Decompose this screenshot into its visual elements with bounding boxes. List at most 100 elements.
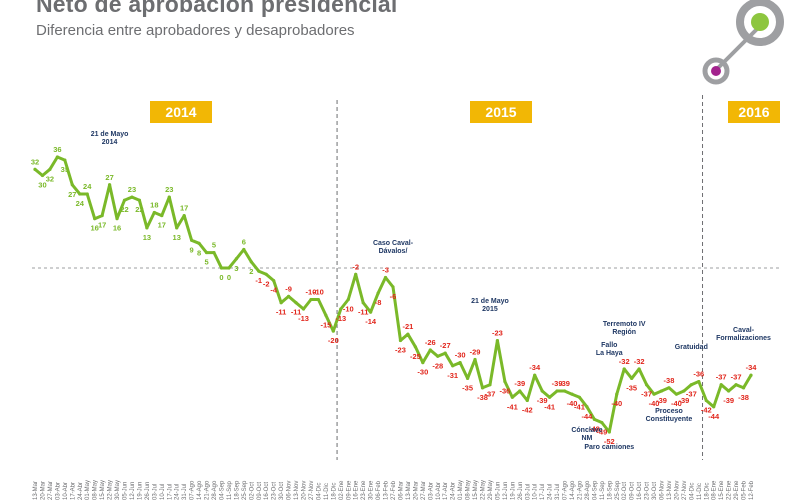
- data-point: [301, 307, 306, 311]
- data-point: [615, 392, 619, 396]
- data-label: 27: [68, 190, 76, 199]
- data-label: -37: [686, 390, 697, 399]
- x-tick-label: 03-Jul: [152, 484, 158, 500]
- data-point: [204, 250, 209, 255]
- annotation-line: Cónclave: [571, 427, 603, 434]
- annotation-line: 2014: [101, 139, 118, 146]
- data-label: -39: [723, 396, 734, 405]
- x-tick-label: 01-May: [458, 480, 464, 500]
- data-label: -40: [671, 399, 682, 408]
- data-label: -35: [626, 383, 637, 392]
- data-label: 5: [204, 258, 208, 267]
- x-tick-label: 06-Feb: [376, 480, 382, 500]
- data-point: [398, 338, 403, 343]
- data-point: [480, 386, 485, 390]
- x-tick-label: 20-Mar: [413, 481, 419, 500]
- data-point: [406, 332, 410, 336]
- data-point: [704, 398, 708, 403]
- data-point: [465, 376, 470, 380]
- x-tick-label: 04-Sep: [592, 480, 598, 500]
- data-label: -40: [567, 399, 578, 408]
- data-label: -42: [701, 405, 712, 414]
- data-label: 17: [180, 204, 188, 213]
- x-tick-label: 07-Ago: [563, 480, 569, 500]
- data-label: -26: [425, 338, 436, 347]
- annotation-line: Región: [612, 329, 637, 336]
- data-label: -28: [432, 361, 443, 370]
- data-label: 27: [105, 173, 113, 182]
- data-label: 36: [53, 145, 61, 154]
- data-label: -41: [544, 402, 555, 411]
- data-point: [93, 217, 97, 221]
- data-point: [555, 389, 559, 393]
- data-label: 22: [135, 205, 143, 214]
- x-tick-label: 08-Ene: [712, 480, 718, 500]
- annotation-line: Caval-: [733, 327, 755, 334]
- data-point: [145, 226, 149, 230]
- data-point: [175, 226, 179, 230]
- data-label: -31: [447, 371, 458, 380]
- data-label: -25: [410, 352, 421, 361]
- data-label: -44: [708, 412, 720, 421]
- x-tick-label: 09-Oct: [257, 482, 263, 500]
- x-tick-label: 27-Mar: [48, 481, 54, 500]
- x-tick-label: 22-May: [108, 480, 114, 500]
- data-point: [727, 389, 731, 393]
- data-point: [518, 389, 522, 393]
- x-tick-label: 13-Nov: [294, 481, 300, 500]
- data-label: -41: [574, 402, 585, 411]
- data-label: -34: [746, 363, 758, 372]
- annotation-line: 2015: [482, 306, 498, 313]
- data-label: 9: [190, 245, 194, 254]
- data-point: [130, 195, 134, 199]
- x-tick-label: 06-Nov: [660, 481, 666, 500]
- x-tick-label: 05-Jun: [123, 482, 129, 500]
- data-point: [458, 361, 462, 365]
- year-label-2015: 2015: [470, 101, 532, 123]
- data-point: [488, 383, 492, 387]
- annotation-fallo: Fallo La Haya: [596, 342, 623, 358]
- data-label: 17: [98, 221, 106, 230]
- data-point: [122, 198, 127, 202]
- data-label: -30: [417, 368, 428, 377]
- x-tick-label: 12-Jun: [503, 482, 509, 500]
- x-tick-label: 17-Abr: [70, 482, 76, 500]
- data-label: -32: [619, 357, 630, 366]
- annotation-line: Constituyente: [645, 416, 693, 423]
- data-point: [249, 260, 253, 264]
- data-label: -34: [529, 363, 541, 372]
- data-point: [279, 301, 283, 305]
- data-point: [286, 294, 291, 298]
- data-point: [167, 195, 171, 199]
- data-point: [503, 379, 507, 384]
- data-label: -39: [537, 396, 548, 405]
- x-tick-label: 04-Sep: [219, 480, 225, 500]
- x-tick-label: 14-Ago: [197, 480, 203, 500]
- data-point: [227, 266, 231, 270]
- data-label: -13: [335, 314, 346, 323]
- data-point: [331, 329, 335, 333]
- annotation-line: Fallo: [601, 342, 618, 349]
- data-label: -20: [328, 336, 339, 345]
- data-point: [354, 272, 358, 276]
- x-tick-label: 13-Nov: [667, 481, 673, 500]
- x-tick-label: 11-Sep: [227, 480, 233, 500]
- data-point: [607, 430, 611, 434]
- annotation-formalizaciones: Caval- Formalizaciones: [716, 327, 771, 343]
- data-point: [570, 392, 574, 396]
- x-tick-label: 15-May: [100, 480, 106, 500]
- x-tick-label: 24-Jul: [175, 484, 181, 500]
- x-tick-label: 29-May: [488, 480, 494, 500]
- data-point: [428, 348, 432, 352]
- annotation-line: Gratuidad: [674, 344, 708, 351]
- chart-title: Neto de aprobación presidencial: [36, 0, 398, 17]
- annotation-line: Paro camiones: [584, 444, 635, 451]
- x-tick-label: 13-Feb: [384, 480, 390, 500]
- x-tick-label: 23-Oct: [645, 482, 651, 500]
- x-tick-label: 02-Oct: [622, 482, 628, 500]
- data-label: 6: [242, 238, 246, 247]
- data-label: 23: [128, 185, 136, 194]
- data-point: [309, 297, 313, 302]
- data-point: [644, 383, 649, 387]
- x-tick-label: 18-Sep: [607, 480, 613, 500]
